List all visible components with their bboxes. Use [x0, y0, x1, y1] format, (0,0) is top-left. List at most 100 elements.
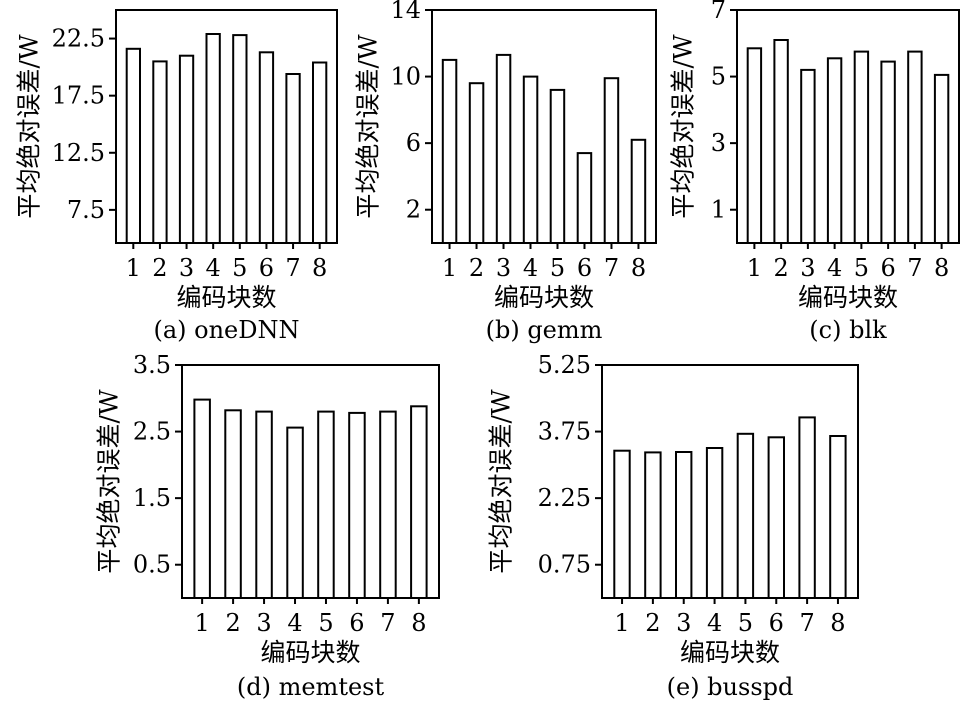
- x-tick-label: 7: [380, 609, 395, 637]
- x-axis-title: 编码块数: [680, 638, 780, 667]
- y-tick-label: 14: [390, 0, 421, 24]
- x-tick-label: 2: [225, 609, 240, 637]
- bar: [613, 449, 631, 600]
- x-tick-label: 4: [707, 609, 722, 637]
- x-tick-label: 5: [738, 609, 753, 637]
- x-tick-label: 6: [880, 254, 895, 282]
- x-tick-label: 5: [318, 609, 333, 637]
- bar: [152, 60, 168, 245]
- y-tick-label: 6: [406, 129, 421, 157]
- y-tick-label: 0.75: [538, 551, 591, 579]
- bar: [205, 33, 221, 244]
- y-tick-label: 3.75: [538, 418, 591, 446]
- y-tick-label: 17.5: [52, 82, 105, 110]
- x-axis-title: 编码块数: [176, 283, 276, 312]
- x-tick-label: 2: [645, 609, 660, 637]
- x-tick-label: 5: [232, 254, 247, 282]
- x-tick-label: 7: [285, 254, 300, 282]
- bar: [705, 447, 724, 599]
- x-tick-label: 3: [496, 254, 511, 282]
- bar: [468, 82, 485, 244]
- y-tick-label: 3.5: [133, 351, 171, 379]
- bar: [880, 60, 896, 244]
- y-axis-title: 平均绝对误差/W: [669, 34, 698, 218]
- x-tick-label: 6: [349, 609, 364, 637]
- panel-caption: (b) gemm: [486, 316, 603, 344]
- x-tick-label: 8: [312, 254, 327, 282]
- bar: [286, 426, 304, 599]
- bar: [224, 409, 242, 599]
- y-tick-label: 2.25: [538, 484, 591, 512]
- y-tick-label: 1.5: [133, 484, 171, 512]
- bar: [285, 73, 301, 244]
- bar: [258, 51, 275, 244]
- y-tick-label: 5.25: [538, 351, 591, 379]
- bar: [193, 398, 211, 599]
- x-axis-title: 编码块数: [260, 638, 360, 667]
- bar: [746, 47, 763, 244]
- x-tick-label: 1: [614, 609, 629, 637]
- chart-panel: 7.5 12.5 17.5 22.5 1 2 3 4 5 6 7 8 编码块数 平均绝对误差/W (a) o…: [15, 9, 338, 344]
- x-tick-label: 2: [152, 254, 167, 282]
- x-tick-label: 6: [769, 609, 784, 637]
- panel-caption: (c) blk: [809, 316, 887, 344]
- x-tick-label: 1: [194, 609, 209, 637]
- y-axis-title: 平均绝对误差/W: [354, 34, 383, 218]
- panel-caption: (e) busspd: [667, 673, 794, 701]
- x-tick-label: 4: [206, 254, 221, 282]
- bar: [576, 152, 593, 245]
- x-tick-label: 3: [179, 254, 194, 282]
- bar: [522, 75, 539, 244]
- plot-frame: [431, 9, 657, 244]
- plot-frame: [736, 9, 960, 244]
- bar: [312, 61, 328, 244]
- bar: [125, 47, 141, 244]
- y-tick-label: 5: [711, 63, 726, 91]
- chart-panel: 0.5 1.5 2.5 3.5 1 2 3 4 5 6 7 8 编码块数 平均绝对误差/W (d) memt…: [95, 351, 440, 701]
- bar: [644, 451, 662, 599]
- x-tick-label: 1: [747, 254, 762, 282]
- bar: [495, 53, 512, 245]
- x-tick-label: 4: [287, 609, 302, 637]
- y-axis-title: 平均绝对误差/W: [487, 389, 516, 573]
- y-tick-label: 2: [406, 196, 421, 224]
- bar: [736, 432, 755, 599]
- x-tick-label: 3: [256, 609, 271, 637]
- y-tick-label: 0.5: [133, 551, 171, 579]
- bar: [826, 57, 843, 244]
- x-tick-label: 8: [830, 609, 845, 637]
- plot-frame: [181, 364, 440, 599]
- x-axis-title: 编码块数: [494, 283, 594, 312]
- bar: [441, 58, 458, 245]
- panel-caption: (a) oneDNN: [153, 316, 299, 344]
- panel-caption: (d) memtest: [237, 673, 385, 701]
- bar: [798, 416, 816, 599]
- bar: [767, 436, 785, 599]
- bar: [630, 138, 647, 244]
- plot-frame: [601, 364, 859, 599]
- x-tick-label: 4: [827, 254, 842, 282]
- x-tick-label: 7: [907, 254, 922, 282]
- plot-frame: [115, 9, 338, 244]
- bar: [675, 451, 693, 599]
- bar: [348, 411, 366, 599]
- bar: [255, 410, 273, 599]
- bar: [232, 34, 248, 244]
- y-tick-label: 10: [390, 63, 421, 91]
- y-axis-title: 平均绝对误差/W: [95, 389, 124, 573]
- x-tick-label: 1: [126, 254, 141, 282]
- bar: [773, 39, 789, 244]
- x-tick-label: 4: [523, 254, 538, 282]
- bar: [853, 50, 870, 244]
- y-tick-label: 12.5: [52, 139, 105, 167]
- x-tick-label: 7: [799, 609, 814, 637]
- x-tick-label: 8: [411, 609, 426, 637]
- x-axis-title: 编码块数: [798, 283, 898, 312]
- x-tick-label: 3: [800, 254, 815, 282]
- x-tick-label: 7: [604, 254, 619, 282]
- x-tick-label: 5: [550, 254, 565, 282]
- y-axis-title: 平均绝对误差/W: [15, 34, 44, 218]
